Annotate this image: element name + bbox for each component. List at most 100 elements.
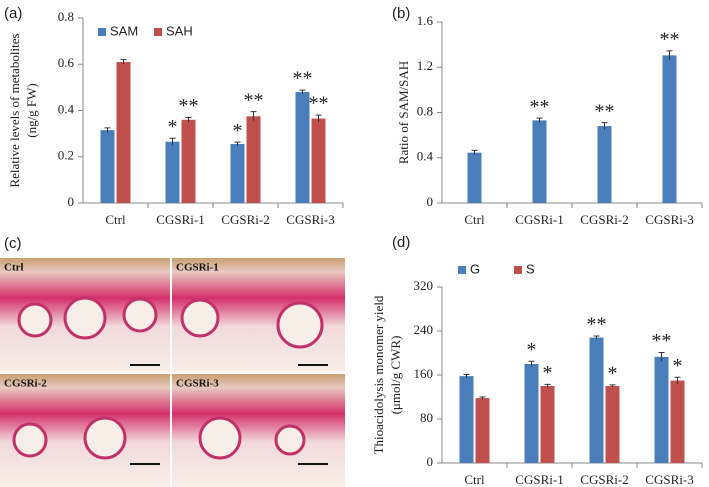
error-bar xyxy=(299,89,306,94)
chart-panel: (b) Ratio of SAM/SAH 0 0.4 0.8 1.2 1.6 Ctrl CGSR… xyxy=(392,5,703,227)
x-tick-label: CGSRi-1 xyxy=(515,472,563,487)
vessel xyxy=(12,422,48,458)
y-tick-label: 240 xyxy=(414,322,434,337)
y-tick-label: 0 xyxy=(68,194,75,209)
legend-swatch xyxy=(154,28,162,36)
y-tick-label: 0.4 xyxy=(58,101,75,116)
micrograph-panel: (c) Ctrl CGSRi-1 CGSRi-2 xyxy=(0,235,345,487)
significance-label: ** xyxy=(595,100,615,122)
x-tick-label: CGSRi-2 xyxy=(580,212,628,227)
error-bar xyxy=(593,335,600,340)
x-tick-label: CGSRi-2 xyxy=(580,472,628,487)
significance-label: * xyxy=(543,362,553,384)
vessel xyxy=(276,301,324,349)
significance-label: ** xyxy=(530,96,550,118)
bar xyxy=(246,116,261,203)
y-tick-label: 0.2 xyxy=(58,148,74,163)
bar xyxy=(467,152,482,203)
y-tick-label: 0 xyxy=(427,194,434,209)
significance-label: * xyxy=(527,339,537,361)
error-bar xyxy=(609,384,616,388)
bar xyxy=(295,92,310,203)
legend-swatch xyxy=(514,266,522,274)
y-tick-label: 80 xyxy=(420,410,433,425)
bar xyxy=(475,398,490,463)
chart-panel: (d) Thioacidolysis monomer yield (μmol/g C… xyxy=(371,234,703,487)
vessel xyxy=(63,296,107,340)
error-bar xyxy=(674,376,681,384)
vessel xyxy=(180,298,220,338)
y-tick-label: 0.8 xyxy=(58,9,74,24)
x-tick-label: Ctrl xyxy=(464,472,485,487)
error-bar xyxy=(666,50,673,60)
y-tick-label: 320 xyxy=(414,278,434,293)
y-tick-label: 0.4 xyxy=(417,149,434,164)
significance-label: * xyxy=(168,116,178,138)
significance-label: ** xyxy=(179,95,199,117)
bar xyxy=(100,130,115,203)
legend-swatch xyxy=(98,28,106,36)
x-tick-label: CGSRi-3 xyxy=(645,212,693,227)
chart-panel: (a) Relative levels of metabolites (ng/g F… xyxy=(4,5,344,227)
error-bar xyxy=(250,111,257,121)
y-axis-label: (ng/g FW) xyxy=(24,83,39,138)
panel-label: (d) xyxy=(392,234,410,251)
error-bar xyxy=(120,59,127,65)
bar xyxy=(670,380,685,463)
error-bar xyxy=(658,351,665,362)
x-tick-label: Ctrl xyxy=(105,212,126,227)
y-tick-label: 160 xyxy=(414,366,434,381)
bar xyxy=(597,126,612,203)
y-axis-label: Relative levels of metabolites xyxy=(7,33,22,187)
bar xyxy=(165,141,180,203)
vessel xyxy=(198,416,242,460)
micrograph-tile: CGSRi-3 xyxy=(172,374,345,487)
bar xyxy=(230,144,245,203)
bar xyxy=(459,376,474,463)
x-tick-label: CGSRi-1 xyxy=(156,212,204,227)
error-bar xyxy=(601,122,608,130)
error-bar xyxy=(169,137,176,146)
legend-label: G xyxy=(470,261,480,276)
significance-label: ** xyxy=(587,314,607,336)
bar xyxy=(605,386,620,463)
error-bar xyxy=(463,373,470,378)
tile-label: CGSRi-1 xyxy=(176,262,219,274)
bar xyxy=(532,120,547,203)
error-bar xyxy=(185,116,192,123)
bar xyxy=(181,119,196,203)
tile-label: CGSRi-3 xyxy=(176,378,219,390)
y-tick-label: 0 xyxy=(427,454,434,469)
micrograph-tile: Ctrl xyxy=(0,258,170,372)
panel-label: (b) xyxy=(392,5,410,22)
micrograph-tile: CGSRi-1 xyxy=(172,258,345,372)
y-axis-label: (μmol/g CWR) xyxy=(388,336,403,415)
x-tick-label: CGSRi-3 xyxy=(645,472,693,487)
bar xyxy=(662,55,677,204)
y-axis-label: Thioacidolysis monomer yield xyxy=(371,295,386,454)
bar xyxy=(116,61,131,203)
x-tick-label: CGSRi-1 xyxy=(515,212,563,227)
bar xyxy=(654,356,669,463)
significance-label: ** xyxy=(652,330,672,352)
significance-label: * xyxy=(608,362,618,384)
vessel xyxy=(122,297,158,333)
panel-label: (c) xyxy=(4,235,22,252)
x-tick-label: Ctrl xyxy=(464,212,485,227)
tissue-image xyxy=(172,374,345,487)
legend-label: S xyxy=(526,261,535,276)
y-tick-label: 1.2 xyxy=(417,58,433,73)
vessel xyxy=(17,302,53,338)
bar xyxy=(524,364,539,463)
y-axis-label: Ratio of SAM/SAH xyxy=(396,61,411,164)
micrograph-tile: CGSRi-2 xyxy=(0,374,170,487)
y-tick-label: 0.6 xyxy=(58,55,75,70)
bar xyxy=(540,386,555,463)
significance-label: ** xyxy=(244,89,264,111)
significance-label: * xyxy=(673,355,683,377)
bar xyxy=(311,118,326,203)
significance-label: ** xyxy=(660,28,680,50)
y-tick-label: 1.6 xyxy=(417,13,434,28)
error-bar xyxy=(471,149,478,155)
